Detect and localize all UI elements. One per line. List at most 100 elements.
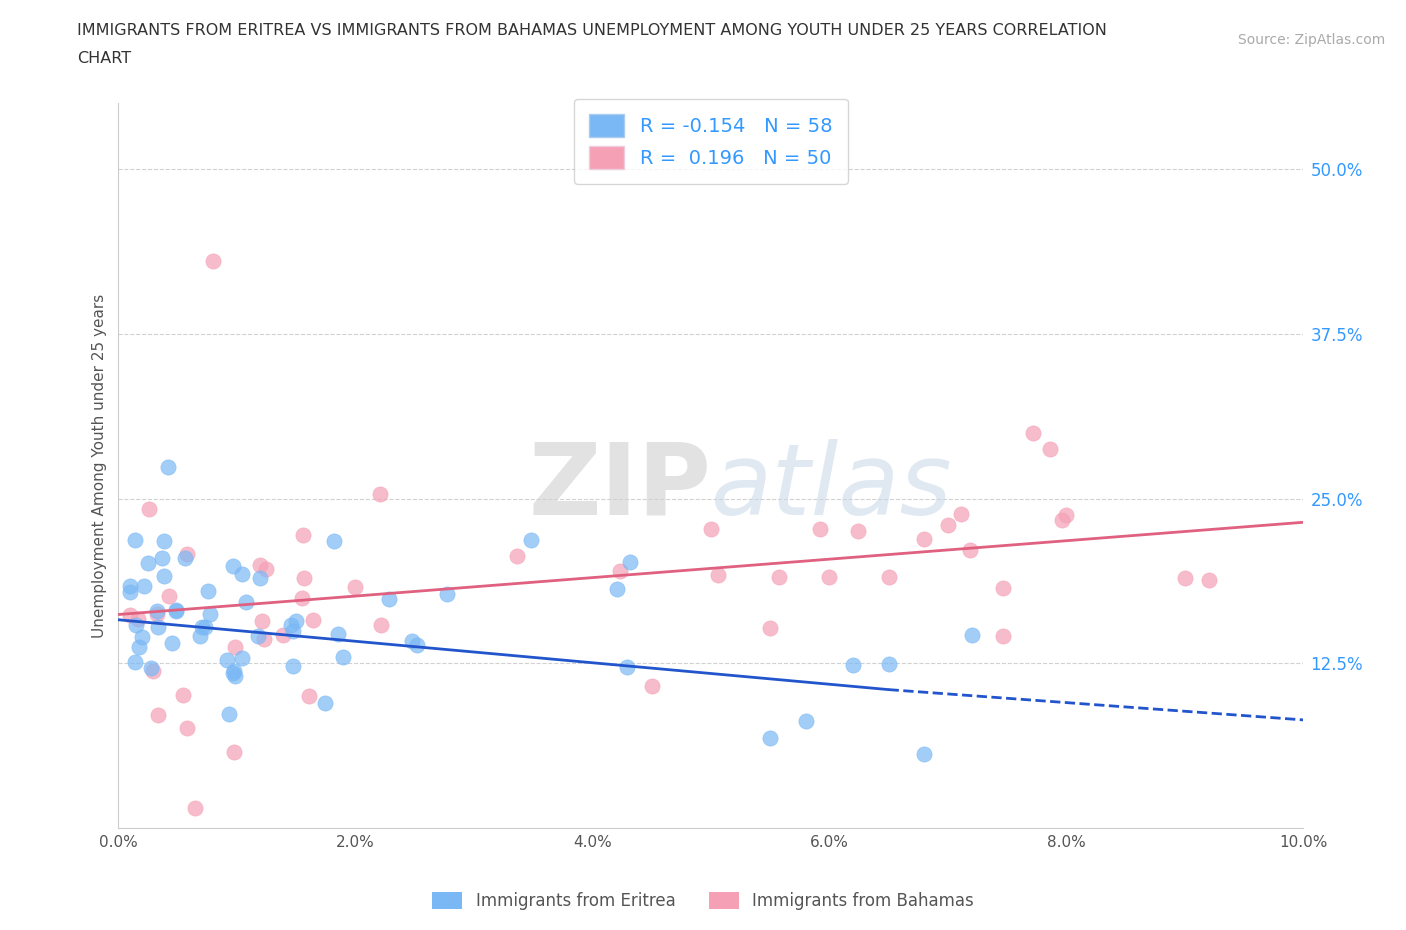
Point [759, 620, 782, 635]
Point [281, 658, 304, 673]
Point [254, 562, 277, 577]
Point [165, 604, 187, 618]
Point [368, 486, 391, 501]
Point [406, 637, 429, 652]
Point [759, 731, 782, 746]
Point [1054, 507, 1077, 522]
Point [281, 624, 304, 639]
Point [700, 522, 723, 537]
Point [707, 567, 730, 582]
Point [301, 612, 323, 627]
Text: IMMIGRANTS FROM ERITREA VS IMMIGRANTS FROM BAHAMAS UNEMPLOYMENT AMONG YOUTH UNDE: IMMIGRANTS FROM ERITREA VS IMMIGRANTS FR… [77, 23, 1107, 38]
Point [138, 501, 160, 516]
Point [173, 688, 195, 703]
Point [120, 607, 142, 622]
Point [506, 548, 529, 563]
Point [153, 568, 176, 583]
Point [160, 636, 183, 651]
Point [1022, 425, 1045, 440]
Point [619, 554, 641, 569]
Point [231, 566, 253, 581]
Point [328, 627, 350, 642]
Point [246, 629, 269, 644]
Point [370, 618, 392, 632]
Text: atlas: atlas [711, 439, 952, 536]
Point [959, 542, 981, 557]
Point [960, 628, 983, 643]
Point [332, 649, 354, 664]
Point [176, 547, 198, 562]
Point [768, 570, 790, 585]
Point [280, 618, 302, 632]
Point [285, 614, 308, 629]
Point [224, 669, 246, 684]
Point [224, 745, 246, 760]
Point [292, 571, 315, 586]
Point [136, 555, 159, 570]
Point [120, 584, 142, 599]
Point [145, 606, 167, 621]
Point [159, 589, 181, 604]
Point [322, 534, 344, 549]
Point [124, 655, 146, 670]
Point [146, 604, 169, 618]
Point [877, 657, 900, 671]
Point [808, 522, 831, 537]
Point [1050, 512, 1073, 527]
Point [165, 603, 187, 618]
Point [1198, 572, 1220, 587]
Text: Source: ZipAtlas.com: Source: ZipAtlas.com [1237, 33, 1385, 46]
Point [197, 583, 219, 598]
Point [936, 517, 959, 532]
Point [250, 613, 273, 628]
Y-axis label: Unemployment Among Youth under 25 years: Unemployment Among Youth under 25 years [93, 294, 107, 638]
Point [401, 633, 423, 648]
Point [818, 569, 841, 584]
Legend: R = -0.154   N = 58, R =  0.196   N = 50: R = -0.154 N = 58, R = 0.196 N = 50 [574, 99, 848, 184]
Legend: Immigrants from Eritrea, Immigrants from Bahamas: Immigrants from Eritrea, Immigrants from… [426, 885, 980, 917]
Point [124, 618, 146, 632]
Point [344, 580, 367, 595]
Point [217, 652, 239, 667]
Point [846, 524, 869, 538]
Point [271, 628, 294, 643]
Point [150, 551, 173, 565]
Point [991, 580, 1014, 595]
Point [291, 591, 314, 605]
Point [235, 594, 257, 609]
Point [176, 721, 198, 736]
Point [912, 747, 935, 762]
Point [298, 688, 321, 703]
Point [249, 571, 271, 586]
Point [912, 531, 935, 546]
Point [609, 564, 631, 578]
Point [188, 629, 211, 644]
Point [128, 640, 150, 655]
Point [436, 587, 458, 602]
Point [132, 578, 155, 593]
Point [794, 713, 817, 728]
Point [183, 801, 205, 816]
Point [292, 527, 315, 542]
Point [249, 557, 271, 572]
Point [218, 707, 240, 722]
Point [120, 578, 142, 593]
Point [152, 534, 174, 549]
Point [253, 631, 276, 646]
Point [222, 559, 245, 574]
Point [202, 254, 225, 269]
Point [520, 533, 543, 548]
Point [194, 619, 217, 634]
Point [950, 506, 973, 521]
Point [191, 620, 214, 635]
Point [222, 666, 245, 681]
Point [842, 658, 865, 672]
Point [148, 619, 170, 634]
Point [616, 659, 638, 674]
Point [139, 660, 162, 675]
Point [1174, 571, 1197, 586]
Point [314, 696, 336, 711]
Point [606, 582, 628, 597]
Point [148, 707, 170, 722]
Point [378, 591, 401, 606]
